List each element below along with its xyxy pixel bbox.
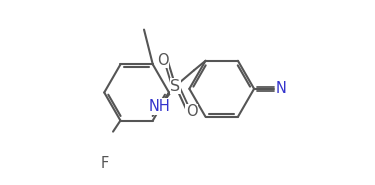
Text: O: O: [157, 53, 169, 68]
Text: S: S: [170, 78, 180, 94]
Text: F: F: [101, 156, 109, 171]
Text: N: N: [275, 81, 286, 96]
Text: O: O: [186, 104, 198, 120]
Text: NH: NH: [149, 99, 171, 114]
